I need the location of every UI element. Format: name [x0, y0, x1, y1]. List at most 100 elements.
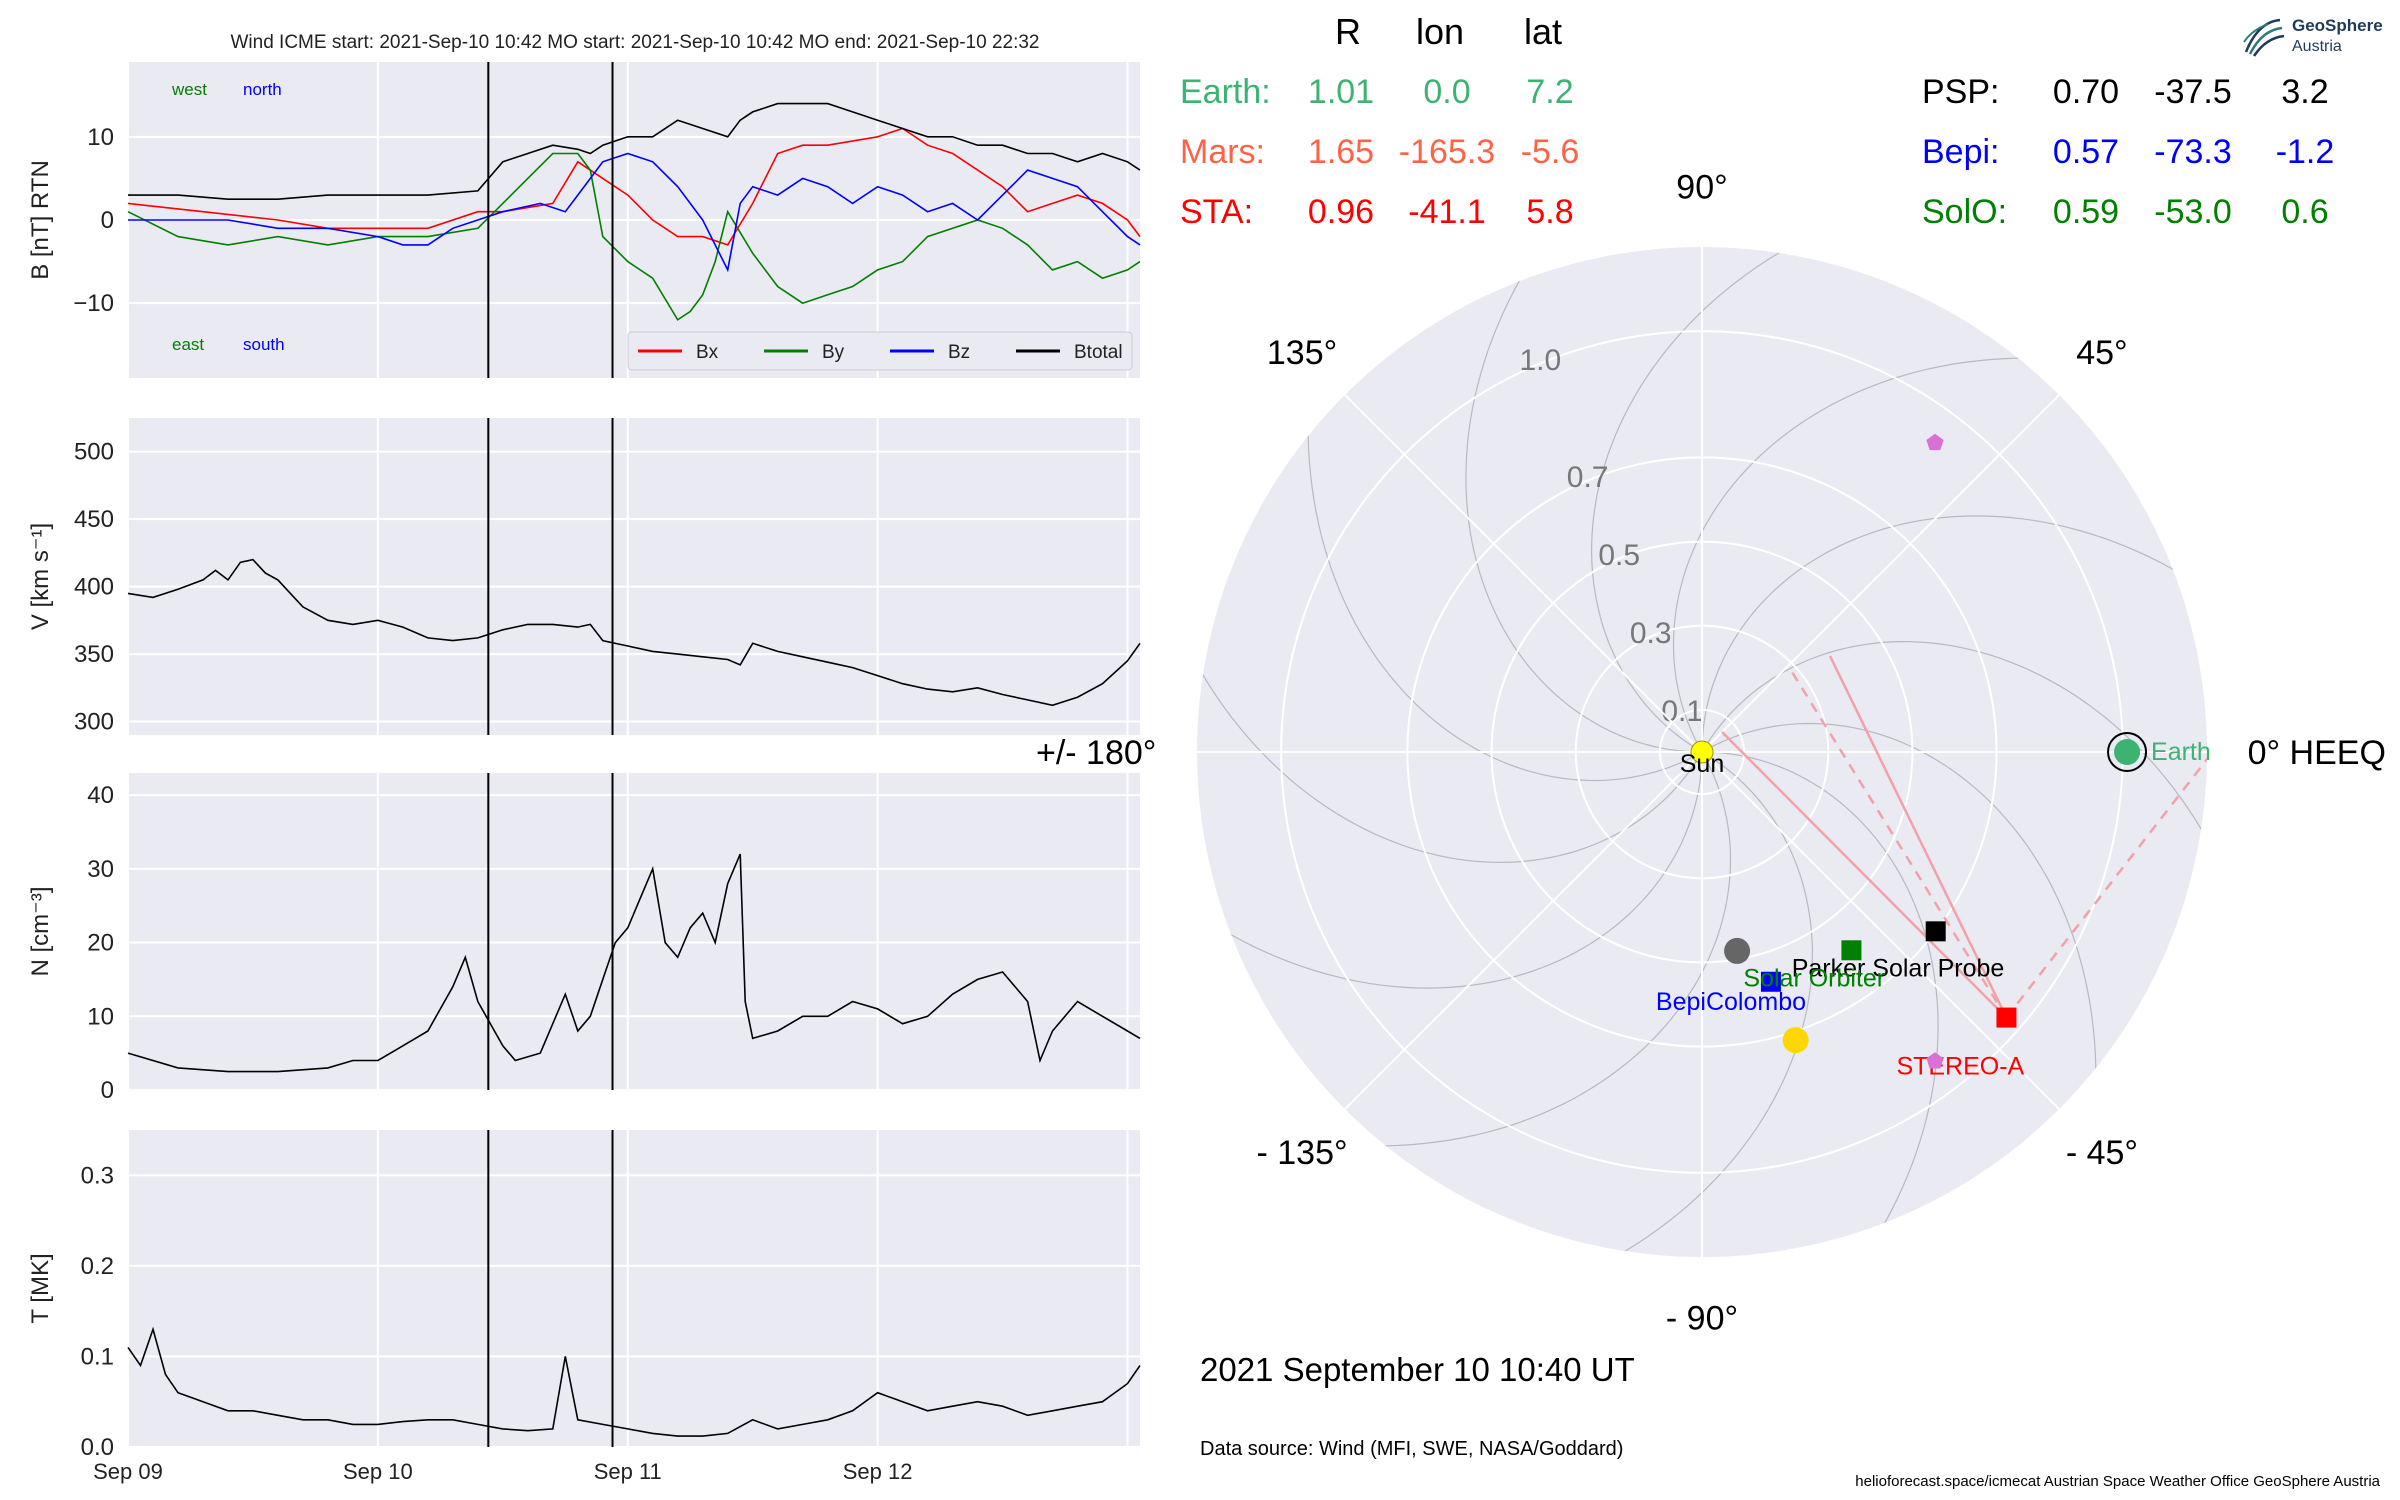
pos-row-right-0-r: 0.70: [2053, 73, 2119, 111]
x-tick-label: Sep 10: [343, 1459, 413, 1484]
data-source: Data source: Wind (MFI, SWE, NASA/Goddar…: [1200, 1438, 1623, 1460]
plot-area: [128, 1130, 1140, 1447]
body-mercury: [1724, 937, 1751, 964]
legend-label-bz: Bz: [948, 342, 970, 363]
earth-ring: [2107, 732, 2148, 772]
geosphere-logo: GeoSphere Austria: [2238, 12, 2388, 62]
density-panel: 40 30 20 10 0 N [cm⁻³]: [27, 773, 1141, 1104]
body-pentagon1: [1926, 433, 1944, 451]
legend-label-by: By: [822, 342, 845, 363]
body-sun: [1690, 740, 1714, 764]
y-tick-label: 10: [87, 1003, 114, 1030]
body-bepi-label: BepiColombo: [1656, 988, 1806, 1016]
corner-label-east: east: [172, 335, 204, 354]
parker-spiral-line: [1577, 755, 1814, 1257]
corner-label-west: west: [171, 80, 207, 99]
angle-label: 0° HEEQ: [2248, 734, 2386, 772]
legend: Bx By Bz Btotal: [627, 331, 1133, 371]
speed-panel: 500 450 400 350 300 V [km s⁻¹]: [27, 418, 1141, 736]
sta-fov-line: [1828, 655, 2008, 1019]
pos-row-right-1-r: 0.57: [2053, 133, 2119, 171]
pos-row-right-1-lat: -1.2: [2276, 133, 2335, 171]
parker-spiral-line: [1465, 247, 1694, 753]
logo-subtitle: Austria: [2292, 38, 2342, 55]
angular-spoke: [1701, 751, 2060, 1110]
y-tick-label: 0.0: [81, 1434, 114, 1461]
heliospheric-imager-fov: [1721, 655, 2207, 1019]
body-stereo-a-label: STEREO-A: [1896, 1053, 2024, 1081]
y-tick-label: 0: [101, 207, 114, 234]
pos-row-left-2-lon: -41.1: [1408, 193, 1486, 231]
radial-tick-label: 1.0: [1519, 344, 1561, 377]
series-bx: [127, 127, 1141, 246]
pos-row-left-1-name: Mars:: [1180, 133, 1265, 171]
parker-spiral-line: [1705, 640, 2207, 877]
corner-label-north: north: [243, 80, 282, 99]
pos-row-left-1-lat: -5.6: [1521, 133, 1580, 171]
y-tick-label: 10: [87, 124, 114, 151]
series-bz: [128, 152, 1141, 273]
legend-label-bx: Bx: [696, 342, 719, 363]
series-n: [127, 853, 1141, 1073]
parker-spiral-line: [1590, 247, 1827, 749]
pos-row-right-0-lon: -37.5: [2154, 73, 2232, 111]
angle-label: - 90°: [1666, 1300, 1738, 1338]
parker-spiral-line: [1197, 627, 1699, 864]
body-earth-label: Earth: [2151, 738, 2211, 766]
body-solo: [1841, 940, 1862, 961]
pos-row-left-0-r: 1.01: [1308, 73, 1374, 111]
x-tick-label: Sep 09: [93, 1459, 163, 1484]
pos-row-left-0-name: Earth:: [1180, 73, 1271, 111]
sta-fov-dashed-line: [1790, 671, 2008, 1019]
body-earth: [2114, 739, 2141, 765]
y-axis-label: V [km s⁻¹]: [27, 523, 54, 630]
radial-tick-label: 0.5: [1598, 539, 1640, 572]
parker-spiral-line: [1701, 515, 2207, 744]
header-lon: lon: [1416, 11, 1464, 52]
body-sun-label: Sun: [1680, 750, 1724, 778]
logo-title: GeoSphere: [2292, 16, 2383, 35]
body-psp-label: Parker Solar Probe: [1792, 954, 2005, 982]
parker-spiral-line: [1709, 722, 2097, 1122]
parker-spirals: [1197, 247, 2207, 1257]
body-bepi: [1760, 971, 1781, 992]
angle-label: +/- 180°: [1036, 734, 1156, 772]
footer-credits: helioforecast.space/icmecat Austrian Spa…: [1855, 1473, 2380, 1490]
angle-label: 135°: [1267, 334, 1337, 372]
corner-label-south: south: [243, 335, 285, 354]
radial-tick-label: 0.7: [1567, 461, 1609, 494]
parker-spiral-line: [1307, 382, 1695, 782]
sta-fov-dashed-line: [2005, 739, 2207, 1019]
body-solo-label: Solar Orbiter: [1743, 964, 1885, 992]
parker-spiral-line: [1672, 357, 2072, 745]
y-tick-label: 40: [87, 782, 114, 809]
temperature-panel: 0.3 0.2 0.1 0.0 T [MK] Sep 09 Sep 10 Sep 11 Sep …: [27, 1130, 1141, 1484]
y-tick-label: 0.2: [81, 1253, 114, 1280]
radial-tick-label: 0.1: [1661, 695, 1703, 728]
header-r: R: [1335, 11, 1361, 52]
pos-row-left-2-name: STA:: [1180, 193, 1253, 231]
y-tick-label: 350: [74, 641, 114, 668]
series-v: [127, 558, 1141, 707]
pos-row-left-2-lat: 5.8: [1526, 193, 1573, 231]
parker-spiral-line: [1710, 751, 1939, 1257]
x-tick-label: Sep 12: [843, 1459, 913, 1484]
y-axis-label: B [nT] RTN: [27, 160, 54, 280]
pos-row-left-1-lon: -165.3: [1399, 133, 1495, 171]
angular-spoke: [1344, 751, 1703, 1110]
angle-label: 45°: [2076, 334, 2127, 372]
pos-row-right-1-lon: -73.3: [2154, 133, 2232, 171]
positions-table: R lon lat Earth: 1.01 0.0 7.2 Mars: 1.65 -165.…: [1180, 11, 2334, 231]
y-axis-label: N [cm⁻³]: [27, 887, 54, 977]
parker-spiral-line: [1197, 760, 1703, 989]
series-btotal: [128, 102, 1141, 200]
body-stereo-a: [1996, 1007, 2017, 1028]
angle-label: - 135°: [1257, 1134, 1348, 1172]
pos-row-right-2-r: 0.59: [2053, 193, 2119, 231]
pos-row-right-2-name: SolO:: [1922, 193, 2007, 231]
y-tick-label: −10: [73, 290, 114, 317]
body-psp: [1925, 921, 1946, 942]
y-tick-label: 0.3: [81, 1162, 114, 1189]
header-lat: lat: [1524, 11, 1562, 52]
